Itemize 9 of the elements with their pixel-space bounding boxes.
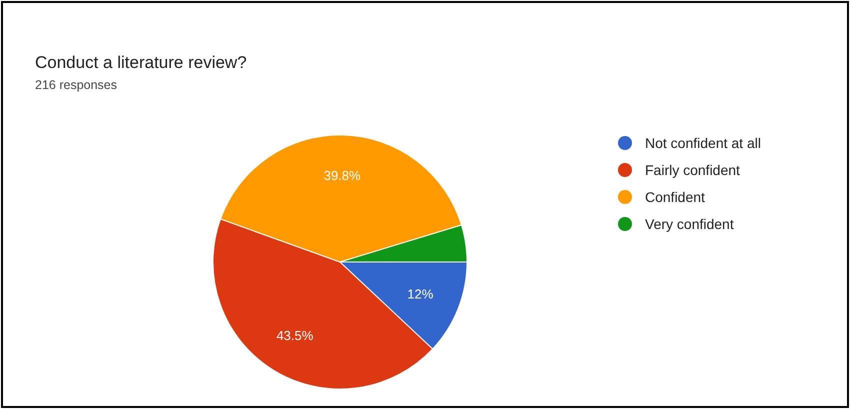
legend-label: Very confident: [645, 216, 734, 232]
legend-label: Confident: [645, 188, 706, 205]
data-label: 39.8%: [324, 168, 362, 184]
legend-label: Fairly confident: [645, 162, 740, 178]
data-label: 43.5%: [276, 328, 314, 344]
text: 216 responses: [35, 78, 118, 92]
data-label: 12%: [407, 286, 434, 302]
legend-label: Not confident at all: [645, 134, 761, 151]
chart-title: Conduct a literature review?: [35, 53, 247, 72]
